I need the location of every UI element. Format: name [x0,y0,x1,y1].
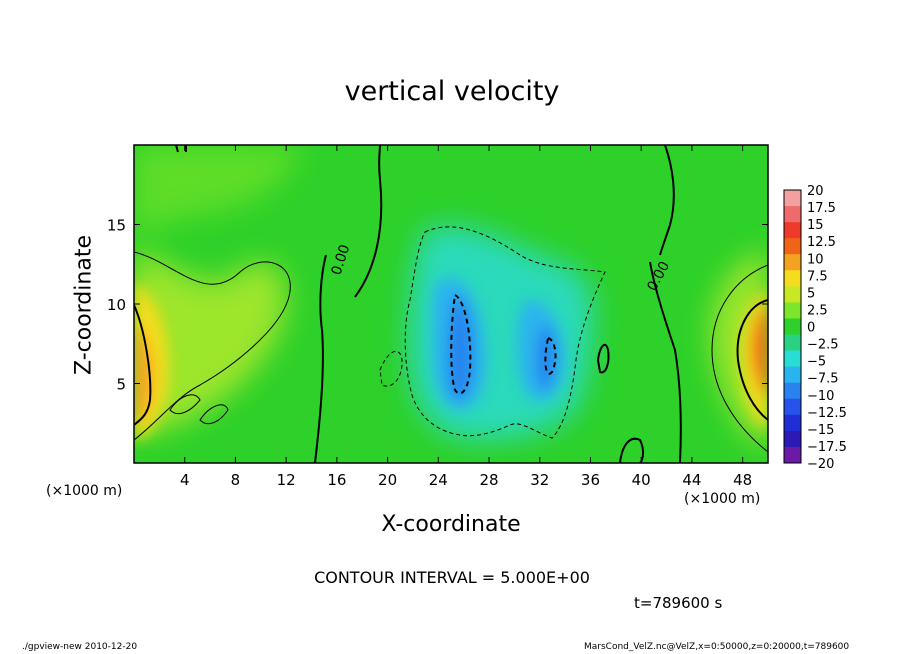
x-tick-label-7: 32 [530,471,549,489]
colorbar-swatch-10 [784,350,801,368]
colorbar-swatch-6 [784,286,801,303]
x-tick-label-0: 4 [180,471,190,489]
colorbar-swatch-4 [784,254,801,271]
y-axis-label: Z-coordinate [71,235,97,375]
time-label: t=789600 s [634,594,723,612]
contour-interval: CONTOUR INTERVAL = 5.000E+00 [314,568,590,587]
colorbar-label-15: −17.5 [807,440,847,455]
colorbar-swatch-9 [784,334,801,352]
colorbar-label-0: 20 [807,184,824,199]
colorbar-swatch-5 [784,270,801,287]
colorbar-label-8: 0 [807,321,815,336]
footer-left: ./gpview-new 2010-12-20 [22,642,138,652]
colorbar-swatch-16 [784,446,801,464]
colorbar-label-13: −12.5 [807,406,847,421]
y-tick-label-0: 5 [116,376,126,394]
heatmap-field [134,145,768,463]
colorbar-swatch-2 [784,222,801,239]
colorbar-label-4: 10 [807,252,824,267]
colorbar-label-10: −5 [807,355,826,370]
colorbar-swatch-3 [784,238,801,255]
colorbar-label-9: −2.5 [807,338,839,353]
x-tick-label-11: 48 [733,471,752,489]
y-tick-label-1: 10 [107,296,126,314]
x-axis-label: X-coordinate [381,512,521,537]
colorbar-swatch-15 [784,430,801,448]
x-tick-label-10: 44 [682,471,701,489]
x-tick-label-1: 8 [231,471,241,489]
colorbar-swatch-11 [784,366,801,384]
colorbar-label-5: 7.5 [807,269,828,284]
y-tick-label-2: 15 [107,217,126,235]
y-axis: 5 10 15 [107,217,768,394]
footer-right: MarsCond_VelZ.nc@VelZ,x=0:50000,z=0:2000… [584,642,850,652]
colorbar-label-14: −15 [807,423,834,438]
colorbar-swatch-7 [784,302,801,319]
colorbar-swatch-14 [784,414,801,432]
colorbar-swatch-1 [784,206,801,223]
solid-contours [134,145,768,463]
colorbar-label-12: −10 [807,389,834,404]
colorbar-label-6: 5 [807,286,815,301]
x-tick-label-3: 16 [327,471,346,489]
colorbar-label-2: 15 [807,218,824,233]
x-tick-label-9: 40 [632,471,651,489]
x-axis-unit: (×1000 m) [684,491,761,507]
dashed-contours [379,226,606,439]
colorbar-label-7: 2.5 [807,303,828,318]
x-axis: 4 8 12 16 20 24 28 32 36 40 44 48 [180,145,752,489]
x-tick-label-6: 28 [479,471,498,489]
x-tick-label-4: 20 [378,471,397,489]
colorbar-label-3: 12.5 [807,235,836,250]
x-tick-label-5: 24 [429,471,448,489]
x-tick-label-8: 36 [581,471,600,489]
colorbar-label-11: −7.5 [807,372,839,387]
colorbar: 20 17.5 15 12.5 10 7.5 5 2.5 0 −2.5 −5 −7.5 −10 −12.5… [783,184,847,472]
y-axis-unit: (×1000 m) [46,483,123,499]
x-tick-label-2: 12 [277,471,296,489]
colorbar-swatch-12 [784,382,801,400]
colorbar-swatch-0 [784,190,801,207]
colorbar-frame [783,189,802,464]
colorbar-swatch-13 [784,398,801,416]
colorbar-swatch-8 [784,318,801,336]
colorbar-label-16: −20 [807,457,834,472]
colorbar-label-1: 17.5 [807,201,836,216]
chart-title: vertical velocity [344,76,560,107]
